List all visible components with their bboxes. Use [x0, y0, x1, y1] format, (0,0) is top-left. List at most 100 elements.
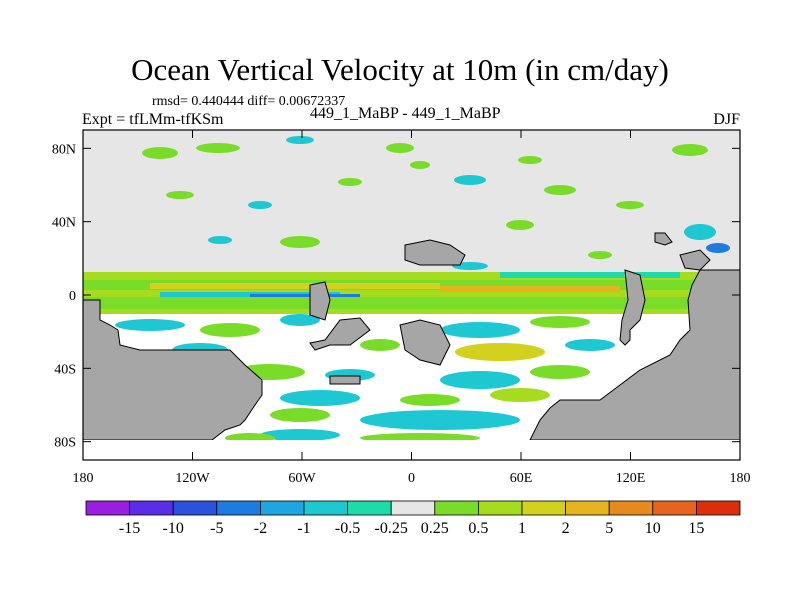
colorbar-label: 1 — [518, 520, 526, 537]
arctic-patch — [506, 220, 534, 230]
south-patch — [530, 365, 590, 379]
arctic-patch — [588, 251, 612, 259]
south-patch — [360, 410, 520, 430]
south-patch — [270, 408, 330, 422]
south-patch — [360, 339, 400, 351]
south-patch — [490, 388, 550, 402]
south-patch — [455, 343, 545, 361]
colorbar-label: -15 — [119, 520, 140, 537]
colorbar-label: -2 — [254, 520, 267, 537]
y-tick-label: 80N — [52, 142, 76, 157]
land-masses — [83, 232, 740, 441]
colorbar-label: 15 — [688, 520, 704, 537]
arctic-patch — [544, 185, 576, 195]
arctic-patches — [142, 136, 730, 270]
land-island-a — [309, 281, 331, 321]
x-tick-label: 180 — [73, 471, 94, 486]
experiment-label: Expt = tfLMm-tfKSm — [82, 111, 224, 128]
colorbar-box — [85, 500, 130, 516]
colorbar-label: -1 — [297, 520, 310, 537]
x-tick-label: 120E — [616, 471, 646, 486]
land-island-c — [404, 239, 466, 266]
colorbar-box — [696, 500, 741, 516]
south-patch — [260, 429, 340, 441]
y-tick-label: 0 — [69, 289, 76, 304]
colorbar-box — [652, 500, 697, 516]
south-patch — [440, 371, 520, 389]
arctic-patch — [616, 201, 644, 209]
colorbar-label: -5 — [210, 520, 223, 537]
colorbar-box — [390, 500, 436, 516]
colorbar-label: -0.5 — [335, 520, 360, 537]
colorbar-label: 0.5 — [468, 520, 488, 537]
colorbar-label: 5 — [605, 520, 613, 537]
land-south-america — [83, 299, 263, 441]
eq-downwelling — [250, 294, 360, 298]
axis-ticks — [82, 130, 741, 460]
arctic-patch — [196, 143, 240, 153]
colorbar — [85, 500, 741, 516]
colorbar-label: -10 — [163, 520, 184, 537]
south-patch — [115, 319, 185, 331]
colorbar-box — [172, 500, 218, 516]
chart-title: Ocean Vertical Velocity at 10m (in cm/da… — [131, 52, 669, 87]
land-island-e — [329, 375, 361, 385]
arctic-patch — [684, 224, 716, 240]
arctic-patch — [672, 144, 708, 156]
arctic-patch — [286, 136, 314, 144]
colorbar-box — [521, 500, 566, 516]
south-patch — [280, 314, 320, 326]
colorbar-label: 0.25 — [421, 520, 449, 537]
x-tick-label: 120W — [175, 471, 210, 486]
colorbar-box — [303, 500, 348, 516]
colorbar-box — [434, 500, 479, 516]
colorbar-box — [216, 500, 261, 516]
land-island-f — [654, 232, 673, 246]
map-field — [83, 130, 740, 460]
x-tick-label: 60E — [510, 471, 533, 486]
arctic-patch — [280, 236, 320, 248]
arctic-patch — [386, 143, 414, 153]
y-tick-label: 40S — [54, 362, 76, 377]
colorbar-box — [347, 500, 392, 516]
colorbar-box — [608, 500, 654, 516]
arctic-patch — [142, 147, 178, 159]
x-tick-label: 180 — [730, 471, 751, 486]
rmsd-diff-stats: rmsd= 0.440444 diff= 0.00672337 — [152, 94, 346, 109]
eq-upwelling — [150, 283, 440, 289]
eq-upwelling — [83, 297, 740, 309]
south-patch — [280, 390, 360, 406]
colorbar-label: -0.25 — [375, 520, 408, 537]
arctic-patch — [248, 201, 272, 209]
colorbar-box — [259, 500, 305, 516]
eq-upwelling — [440, 286, 620, 292]
arctic-patch — [518, 156, 542, 164]
south-patch — [440, 322, 520, 338]
eq-downwelling — [500, 272, 680, 278]
arctic-patch — [706, 243, 730, 253]
arctic-patch — [166, 191, 194, 199]
arctic-patch — [208, 236, 232, 244]
case-label: 449_1_MaBP - 449_1_MaBP — [310, 105, 501, 122]
colorbar-box — [477, 500, 523, 516]
land-island-g — [679, 249, 711, 271]
land-africa — [619, 269, 646, 346]
arctic-patch — [410, 161, 430, 169]
south-patch — [400, 394, 460, 406]
colorbar-box — [129, 500, 174, 516]
colorbar-label: 10 — [645, 520, 661, 537]
south-patch — [200, 323, 260, 337]
colorbar-box — [565, 500, 610, 516]
south-patch — [565, 339, 615, 351]
y-tick-label: 80S — [54, 436, 76, 451]
land-island-b — [399, 319, 451, 366]
land-island-d — [309, 317, 371, 351]
antarctic-strip — [83, 440, 740, 460]
y-tick-label: 40N — [52, 216, 76, 231]
land-australia — [529, 269, 740, 441]
arctic-patch — [338, 178, 362, 186]
season-label: DJF — [713, 111, 740, 128]
axis-labels: 180 120W 60W 0 60E 120E 180 80N 40N 0 40S 80S — [52, 142, 751, 486]
colorbar-label: 2 — [562, 520, 570, 537]
